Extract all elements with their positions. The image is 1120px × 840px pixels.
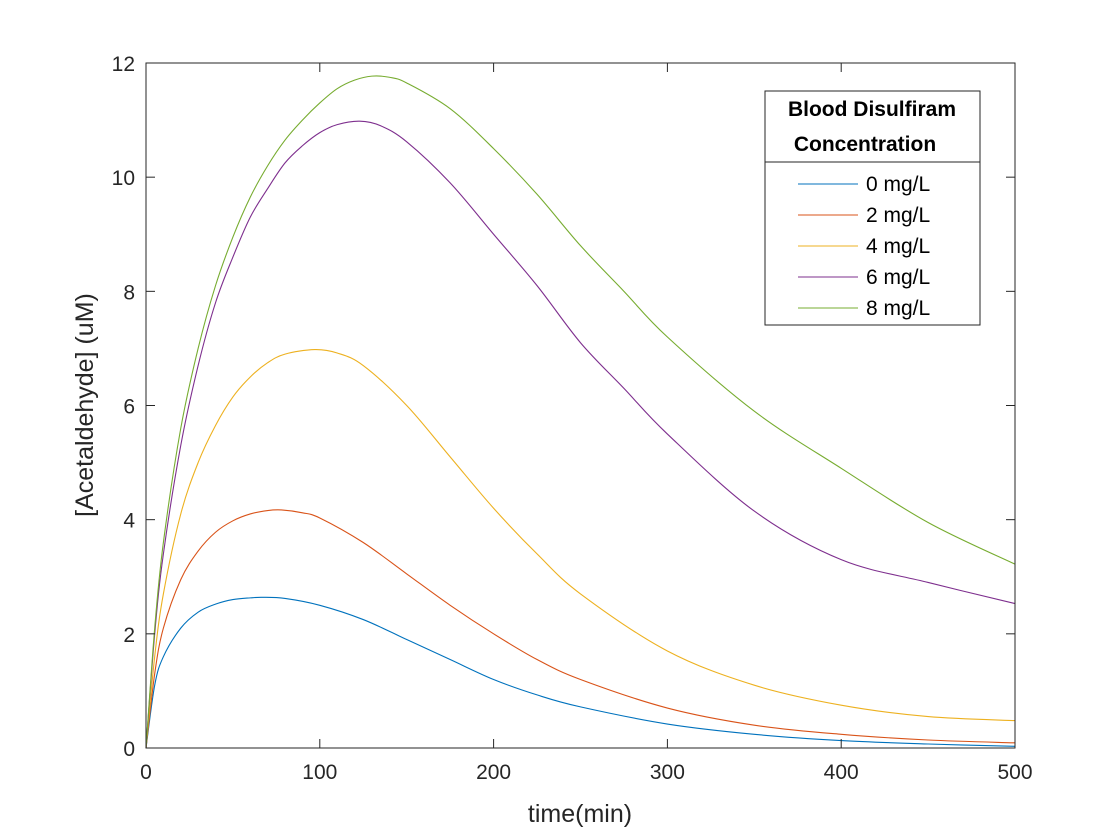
legend-entry-label-1: 2 mg/L <box>866 204 930 227</box>
y-tick-label: 0 <box>123 738 135 761</box>
x-tick-label: 400 <box>824 761 859 784</box>
y-tick-label: 4 <box>123 510 135 533</box>
legend-entry-label-4: 8 mg/L <box>866 297 930 320</box>
legend-title-line-2: Concentration <box>794 133 936 156</box>
series-line-4 <box>145 75 1016 749</box>
series-line-1 <box>145 509 1016 749</box>
series-line-0 <box>145 596 1016 749</box>
legend-entry-label-2: 4 mg/L <box>866 235 930 258</box>
y-tick-label: 6 <box>123 396 135 419</box>
y-tick-label: 10 <box>112 167 135 190</box>
legend-box <box>764 90 981 326</box>
legend-entry-label-3: 6 mg/L <box>866 266 930 289</box>
plot-area <box>145 75 1016 749</box>
x-tick-label: 500 <box>997 761 1032 784</box>
legend-entry-label-0: 0 mg/L <box>866 173 930 196</box>
x-axis-title: time(min) <box>528 800 632 828</box>
x-tick-label: 0 <box>140 761 152 784</box>
legend-title-line-1: Blood Disulfiram <box>788 98 956 121</box>
x-tick-label: 100 <box>302 761 337 784</box>
series-line-3 <box>145 120 1016 749</box>
x-tick-label: 200 <box>476 761 511 784</box>
y-tick-label: 2 <box>123 624 135 647</box>
series-line-2 <box>145 348 1016 749</box>
legend: Blood Disulfiram Concentration 0 mg/L 2 m… <box>764 90 981 326</box>
axes: 0 100 200 300 400 500 0 2 4 6 8 10 12 <box>112 53 1033 784</box>
y-axis-title: [Acetaldehyde] (uM) <box>71 293 99 517</box>
y-tick-label: 8 <box>123 281 135 304</box>
y-tick-label: 12 <box>112 53 135 76</box>
x-tick-label: 300 <box>650 761 685 784</box>
